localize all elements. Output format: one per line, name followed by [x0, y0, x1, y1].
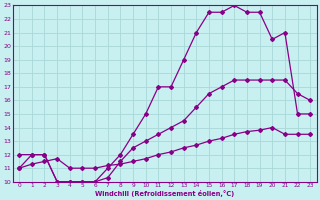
X-axis label: Windchill (Refroidissement éolien,°C): Windchill (Refroidissement éolien,°C) — [95, 190, 234, 197]
